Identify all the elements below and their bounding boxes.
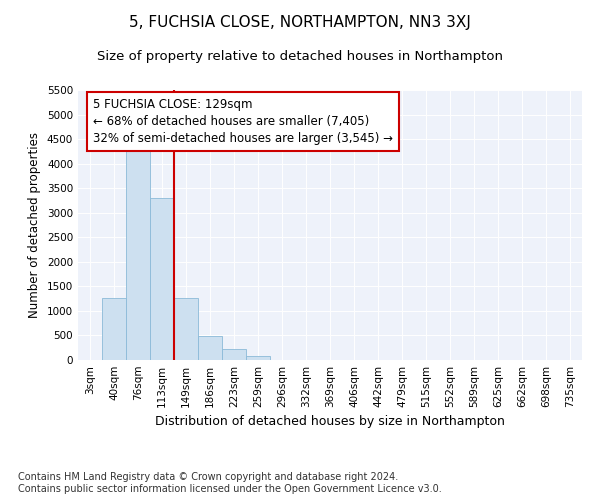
Text: Contains public sector information licensed under the Open Government Licence v3: Contains public sector information licen… (18, 484, 442, 494)
Bar (174, 298, 198, 360)
Y-axis label: Number of detached properties: Number of detached properties (28, 132, 41, 318)
Bar (246, 356, 270, 360)
Text: 5, FUCHSIA CLOSE, NORTHAMPTON, NN3 3XJ: 5, FUCHSIA CLOSE, NORTHAMPTON, NN3 3XJ (129, 15, 471, 30)
Bar (198, 336, 222, 360)
Bar (150, 198, 174, 360)
Bar (102, 298, 126, 360)
Text: Size of property relative to detached houses in Northampton: Size of property relative to detached ho… (97, 50, 503, 63)
Bar (222, 348, 246, 360)
Text: Contains HM Land Registry data © Crown copyright and database right 2024.: Contains HM Land Registry data © Crown c… (18, 472, 398, 482)
X-axis label: Distribution of detached houses by size in Northampton: Distribution of detached houses by size … (155, 416, 505, 428)
Bar (126, 146, 150, 360)
Text: 5 FUCHSIA CLOSE: 129sqm
← 68% of detached houses are smaller (7,405)
32% of semi: 5 FUCHSIA CLOSE: 129sqm ← 68% of detache… (93, 98, 393, 145)
